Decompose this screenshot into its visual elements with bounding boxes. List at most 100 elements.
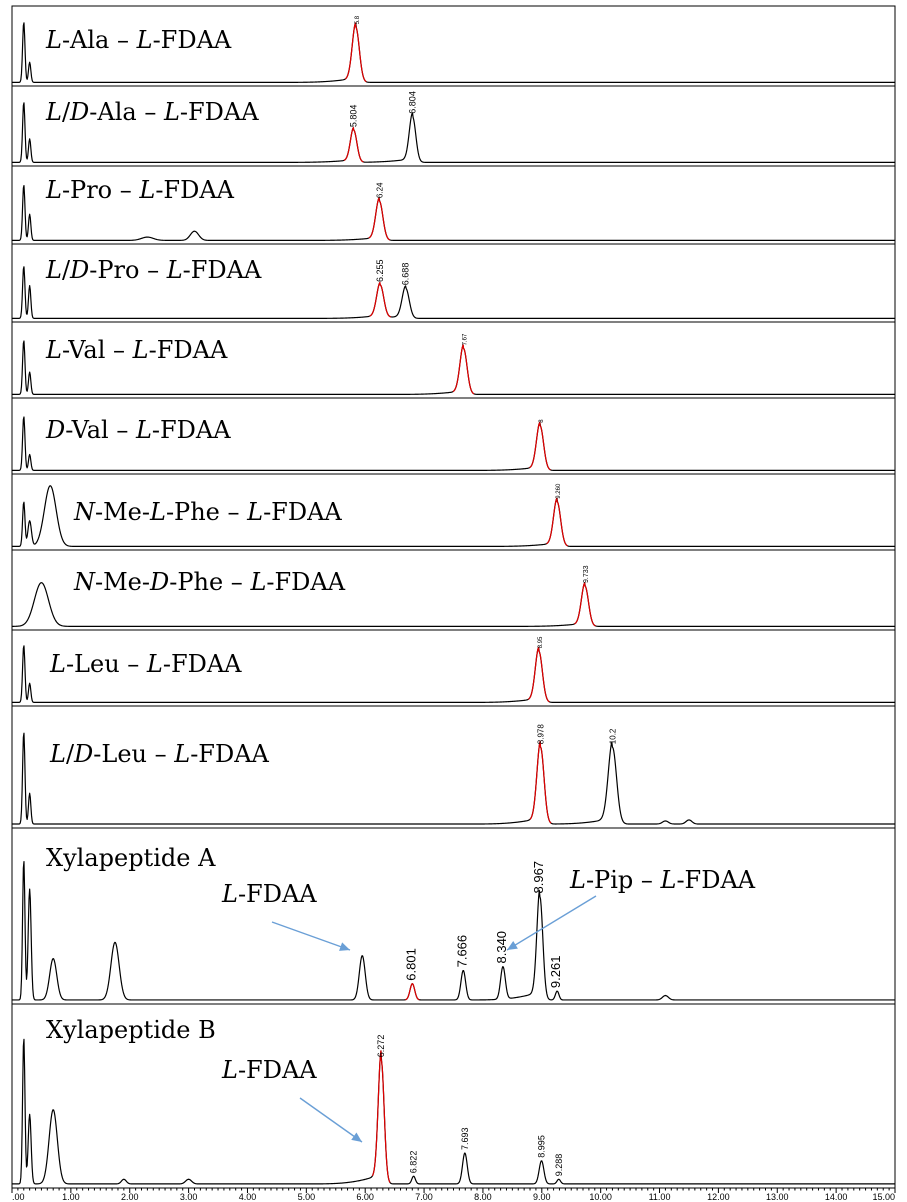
annotation-arrow-head <box>351 1132 362 1142</box>
trace-line <box>12 266 895 319</box>
peak-label: 6.688 <box>401 263 411 286</box>
panel-label: L/D-Pro – L-FDAA <box>45 256 262 284</box>
peak-label: 5.804 <box>349 105 359 128</box>
peak-label: 8.978 <box>537 724 546 745</box>
peak-label: 6.822 <box>409 1151 419 1174</box>
x-tick-label: 9.00 <box>533 1192 551 1202</box>
x-tick-label: 7.00 <box>415 1192 433 1202</box>
annotation: L-Pip – L-FDAA <box>506 866 756 951</box>
matched-peak <box>369 281 392 318</box>
matched-peak <box>574 582 596 627</box>
x-tick-label: 13.00 <box>766 1192 789 1202</box>
matched-peak <box>344 22 367 83</box>
chromatogram-panel: 6.255 6.688 L/D-Pro – L-FDAA <box>11 243 896 323</box>
chromatogram-panel: 7.67 L-Val – L-FDAA <box>11 321 896 399</box>
x-tick-label: 14.00 <box>825 1192 848 1202</box>
trace-line <box>12 1038 895 1185</box>
peak-label: 6.272 <box>376 1035 386 1058</box>
annotation-arrow-line <box>506 895 597 951</box>
peak-label: 8 <box>539 419 545 423</box>
x-tick-label: 3.00 <box>180 1192 198 1202</box>
annotation-arrow-head <box>339 942 350 951</box>
panel-label: L/D-Leu – L-FDAA <box>49 740 270 768</box>
peak-label: 10.2 <box>608 728 617 744</box>
chromatogram-panel: 6.801 7.666 8.340 8.967 9.261 Xylapeptide A <box>11 827 896 1005</box>
chromatogram-panel: 8 D-Val – L-FDAA <box>11 397 896 475</box>
panel-label: D-Val – L-FDAA <box>45 416 231 444</box>
x-tick-label: 4.00 <box>239 1192 257 1202</box>
chromatogram-panel: 6.24 L-Pro – L-FDAA <box>11 165 896 245</box>
x-tick-label: 12.00 <box>707 1192 730 1202</box>
chromatogram-panel: 9.733 N-Me-D-Phe – L-FDAA <box>11 549 896 631</box>
matched-peak <box>529 421 551 471</box>
peak-label: 8.995 <box>537 1135 547 1158</box>
trace-line <box>12 861 895 1001</box>
x-tick-label: 5.00 <box>298 1192 316 1202</box>
peak-label: 8.340 <box>494 931 509 964</box>
chromatogram-panel: 9.260 N-Me-L-Phe – L-FDAA <box>11 473 896 551</box>
peak-label: 6.804 <box>408 91 418 114</box>
annotation: L-FDAA <box>221 1056 363 1143</box>
annotation-label: L-Pip – L-FDAA <box>569 866 756 894</box>
x-tick-label: 2.00 <box>121 1192 139 1202</box>
trace-line <box>12 582 895 627</box>
peak-label: 9.288 <box>554 1154 564 1177</box>
peak-label: 7.67 <box>463 333 469 345</box>
peak-label: 6.801 <box>403 948 418 981</box>
matched-peak <box>368 197 391 241</box>
chromatogram-panel: 5.8 L-Ala – L-FDAA <box>11 5 896 87</box>
matched-peak <box>527 646 550 703</box>
peak-label: 6.24 <box>375 182 384 198</box>
chromatogram-panel: 8.978 10.2 L/D-Leu – L-FDAA <box>11 705 896 829</box>
annotation: L-FDAA <box>221 880 351 951</box>
panel-label: L-Leu – L-FDAA <box>49 650 242 678</box>
panel-label: L-Pro – L-FDAA <box>45 176 235 204</box>
chromatogram-panel: 6.272 6.822 7.693 8.995 9.288 Xylapeptide B <box>11 1003 896 1189</box>
matched-peak <box>343 127 364 163</box>
peak-label: 8.967 <box>531 861 546 894</box>
panel-label: Xylapeptide B <box>46 1016 216 1044</box>
chromatogram-panel: 8.95 L-Leu – L-FDAA <box>11 629 896 707</box>
x-tick-label: 1.00 <box>62 1192 80 1202</box>
matched-peak <box>452 344 475 395</box>
matched-peak <box>546 497 569 547</box>
peak-label: 7.693 <box>460 1127 470 1150</box>
matched-peak <box>371 1050 391 1183</box>
annotation-arrows: L-FDAA L-Pip – L-FDAA L-FDAA <box>221 866 756 1143</box>
x-tick-label: 10.00 <box>589 1192 612 1202</box>
x-tick-label: 11.00 <box>649 1192 671 1202</box>
panel-label: Xylapeptide A <box>46 844 216 872</box>
chromatogram-panels: 5.8 L-Ala – L-FDAA 5.804 6.804 L/D-Ala – L-F… <box>11 5 896 1189</box>
x-axis: .00 1.00 2.00 3.00 4.00 5.00 6.00 7.00 8.00 9.00 1… <box>11 1187 896 1202</box>
peak-label: 6.255 <box>375 259 385 282</box>
trace-line <box>12 22 895 83</box>
chromatogram-panel: 5.804 6.804 L/D-Ala – L-FDAA <box>11 85 896 167</box>
panel-label: N-Me-D-Phe – L-FDAA <box>73 568 346 596</box>
trace-line <box>12 732 895 825</box>
peak-label: 9.733 <box>583 565 590 583</box>
peak-label: 7.666 <box>454 935 469 968</box>
peak-label: 9.260 <box>556 483 562 499</box>
trace-line <box>12 416 895 471</box>
annotation-arrow-head <box>507 940 518 950</box>
peak-label: 5.8 <box>355 15 361 24</box>
x-tick-label: 15.00 <box>872 1192 895 1202</box>
panel-label: L-Val – L-FDAA <box>45 336 228 364</box>
annotation-label: L-FDAA <box>221 1056 317 1084</box>
peak-label: 9.261 <box>548 956 563 989</box>
panel-label: N-Me-L-Phe – L-FDAA <box>73 498 342 526</box>
matched-peak <box>404 983 420 1001</box>
trace-line <box>12 184 895 241</box>
matched-peak <box>529 740 552 824</box>
annotation-arrow-line <box>271 921 351 951</box>
panel-label: L/D-Ala – L-FDAA <box>45 98 259 126</box>
annotation-label: L-FDAA <box>221 880 317 908</box>
x-tick-label: .00 <box>12 1192 25 1202</box>
x-tick-label: 8.00 <box>474 1192 492 1202</box>
annotation-arrow-line <box>299 1097 363 1143</box>
trace-line <box>12 485 895 547</box>
peak-label: 8.95 <box>538 636 544 648</box>
trace-line <box>12 645 895 703</box>
trace-line <box>12 102 895 163</box>
